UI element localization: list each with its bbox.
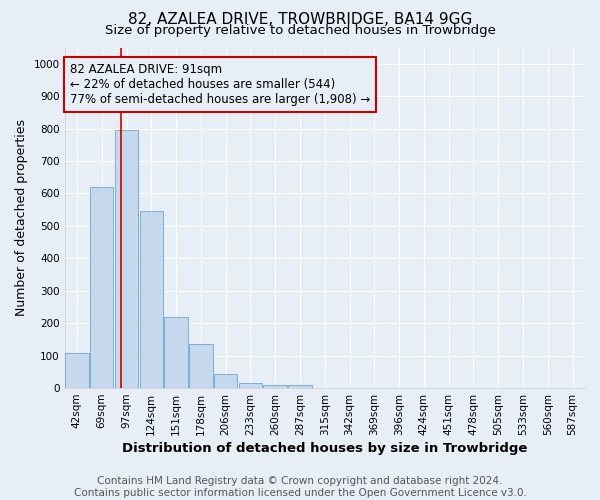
Text: Size of property relative to detached houses in Trowbridge: Size of property relative to detached ho… [104,24,496,37]
Bar [214,374,238,388]
Bar [263,385,287,388]
Bar [189,344,212,388]
Bar [90,187,113,388]
Bar [115,130,138,388]
Bar [140,212,163,388]
Text: Contains HM Land Registry data © Crown copyright and database right 2024.
Contai: Contains HM Land Registry data © Crown c… [74,476,526,498]
Bar [65,354,89,388]
Text: 82, AZALEA DRIVE, TROWBRIDGE, BA14 9GG: 82, AZALEA DRIVE, TROWBRIDGE, BA14 9GG [128,12,472,26]
Bar [239,383,262,388]
X-axis label: Distribution of detached houses by size in Trowbridge: Distribution of detached houses by size … [122,442,527,455]
Y-axis label: Number of detached properties: Number of detached properties [15,120,28,316]
Bar [164,316,188,388]
Bar [288,385,312,388]
Text: 82 AZALEA DRIVE: 91sqm
← 22% of detached houses are smaller (544)
77% of semi-de: 82 AZALEA DRIVE: 91sqm ← 22% of detached… [70,63,370,106]
